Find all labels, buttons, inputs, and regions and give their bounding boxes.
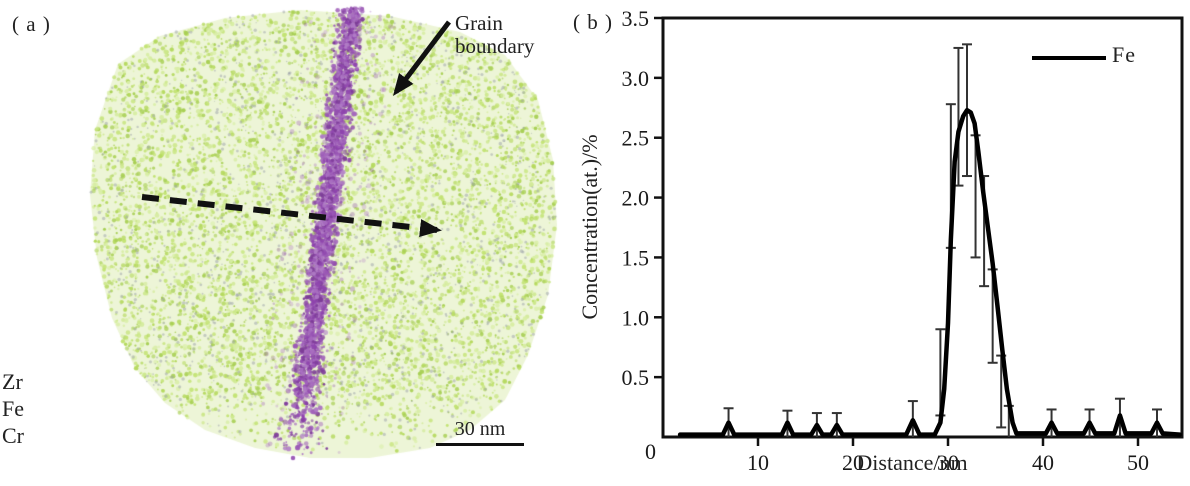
x-tick-label: 20 xyxy=(842,450,864,475)
x-tick-label: 40 xyxy=(1032,450,1054,475)
x-axis-title: Distance/nm xyxy=(856,450,968,475)
y-axis-title: Concentration(at.)/% xyxy=(577,134,602,320)
scale-bar-label: 30 nm xyxy=(454,418,506,440)
grain-boundary-annotation-line1: Grain xyxy=(455,11,503,35)
y-tick-label: 3.0 xyxy=(622,66,650,91)
panel-b: 0 0.5 1.0 1.5 2.0 2.5 3.0 3.5 10 20 30 40 50 ( b ) C… xyxy=(560,0,1190,486)
legend-label-fe: Fe xyxy=(1112,42,1136,67)
grain-boundary-annotation: Grain boundary xyxy=(455,12,534,58)
element-labels: Zr Fe Cr xyxy=(2,368,24,449)
x-tick-label: 50 xyxy=(1127,450,1149,475)
x-tick-label: 30 xyxy=(937,450,959,475)
y-tick-label: 1.5 xyxy=(622,245,650,270)
panel-a: ( a ) Grain boundary Zr Fe Cr 30 nm xyxy=(0,0,560,486)
chart-legend: Fe xyxy=(1032,42,1142,72)
y-tick-label: 3.5 xyxy=(622,6,650,31)
y-tick-label: 1.0 xyxy=(622,305,650,330)
element-label-cr: Cr xyxy=(2,423,24,448)
panel-a-label: ( a ) xyxy=(12,12,51,36)
atom-map-reconstruction xyxy=(0,0,560,486)
fe-curve xyxy=(677,107,1183,437)
y-tick-label: 2.5 xyxy=(622,126,650,151)
element-label-fe: Fe xyxy=(2,396,24,421)
plot-frame xyxy=(661,16,1184,439)
element-label-zr: Zr xyxy=(2,369,23,394)
grain-boundary-arrow xyxy=(392,20,451,96)
y-tick-label: 0.5 xyxy=(622,365,650,390)
scale-bar: 30 nm xyxy=(436,418,524,446)
y-tick-label-0: 0 xyxy=(645,439,656,464)
annotation-arrows xyxy=(141,20,451,238)
fe-concentration-chart: 0 0.5 1.0 1.5 2.0 2.5 3.0 3.5 10 20 30 40 50 xyxy=(622,6,1184,475)
legend-line-sample xyxy=(1032,56,1106,60)
panel-b-label: ( b ) xyxy=(573,10,613,34)
x-tick-label: 10 xyxy=(747,450,769,475)
composition-profile-dashed-arrow xyxy=(141,194,442,238)
y-tick-label: 2.0 xyxy=(622,186,650,211)
grain-boundary-annotation-line2: boundary xyxy=(455,34,535,58)
